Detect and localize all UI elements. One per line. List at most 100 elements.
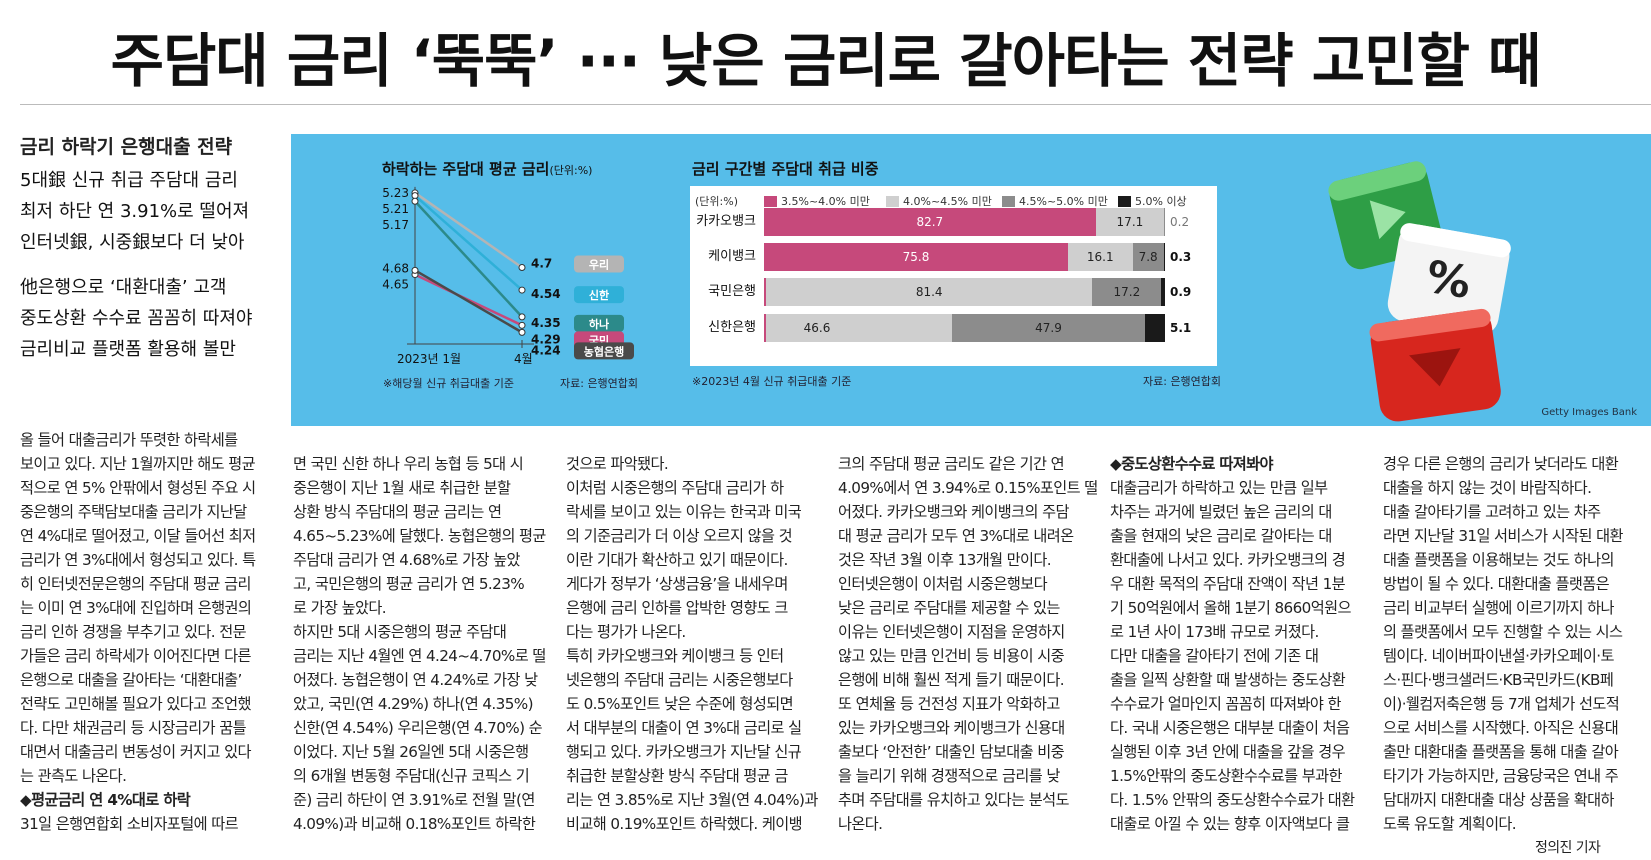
bar-chart-source: 자료: 은행연합회: [1143, 375, 1222, 388]
series-tag: [574, 286, 624, 304]
article-line: 올 들어 대출금리가 뚜렷한 하락세를: [20, 431, 238, 449]
article-line: 우 대환 목적의 주담대 잔액이 작년 1분: [1110, 575, 1346, 593]
article-line: 특히 카카오뱅크와 케이뱅크 등 인터: [566, 647, 784, 665]
article-line: 고, 국민은행의 평균 금리가 연 5.23%: [293, 575, 525, 593]
article-line: 도 0.5%포인트 낮은 수준에 형성되면: [566, 695, 794, 713]
red-down-die: [1369, 308, 1501, 422]
article-line: 로 가장 높았다.: [293, 599, 387, 617]
article-line: 1.5%안팎의 중도상환수수료를 부과한: [1110, 767, 1342, 785]
subhead-line: 중도상환 수수료 꼼꼼히 따져야: [20, 308, 253, 329]
legend-swatch: [886, 195, 899, 207]
data-point: [518, 313, 526, 321]
bar-segment: [766, 278, 1093, 306]
article-line: 이었다. 지난 5월 26일엔 5대 시중은행: [293, 743, 529, 761]
article-line: 차주는 과거에 빌렸던 높은 금리의 대: [1110, 503, 1332, 521]
right-value-label: 4.29: [531, 332, 561, 346]
headline: 주담대 금리 ‘뚝뚝’ ··· 낮은 금리로 갈아타는 전략 고민할 때: [110, 27, 1542, 95]
article-line: 비교해 0.19%포인트 하락했다. 케이뱅: [566, 815, 803, 833]
article-line: 경우 다른 은행의 금리가 낮더라도 대환: [1383, 455, 1619, 473]
article-line: 도록 유도할 계획이다.: [1383, 815, 1517, 833]
article-line: 의 기준금리가 더 이상 오르지 않을 것: [566, 527, 793, 545]
article-line: 게다가 정부가 ‘상생금융’을 내세우며: [566, 575, 788, 593]
article-line: 대면서 대출금리 변동성이 커지고 있다: [20, 743, 251, 761]
subhead-line: 최저 하단 연 3.91%로 떨어져: [20, 201, 250, 222]
article-line: 신한(연 4.54%) 우리은행(연 4.70%) 순: [293, 719, 543, 737]
series-line: [414, 200, 523, 318]
subheads: 금리 하락기 은행대출 전략 5대銀 신규 취급 주담대 금리 최저 하단 연 …: [20, 132, 270, 365]
left-value-label: 4.65: [382, 277, 409, 291]
bar-segment: [764, 314, 766, 342]
bank-label: 신한은행: [708, 320, 756, 335]
subhead-line: 5대銀 신규 취급 주담대 금리: [20, 170, 238, 191]
bar-value-label: 82.7: [916, 215, 944, 229]
series-line: [414, 194, 523, 292]
section-heading: ◆평균금리 연 4%대로 하락: [20, 791, 191, 809]
bar-segment: [1163, 243, 1165, 271]
article-line: 다. 1.5% 안팎의 중도상환수수료가 대환: [1110, 791, 1355, 809]
bar-chart: (단위:%) 3.5%~4.0% 미만 4.0%~4.5% 미만 4.5%~5.…: [690, 186, 1217, 366]
dice-illustration: %: [1328, 161, 1511, 422]
legend-item: 5.0% 이상: [1118, 193, 1187, 209]
article-line: 템이다. 네이버파이낸셜·카카오페이·토: [1383, 647, 1614, 665]
article-line: 았고, 국민(연 4.29%) 하나(연 4.35%): [293, 695, 534, 713]
bar-segment: [764, 243, 1068, 271]
photo-credit: Getty Images Bank: [1541, 407, 1637, 418]
article-line: 넷은행의 주담대 금리는 시중은행보다: [566, 671, 793, 689]
article-line: 은행에 비해 훨씬 적게 들기 때문이다.: [838, 671, 1065, 689]
article-line: 서 대부분의 대출이 연 3%대 금리로 실: [566, 719, 802, 737]
article-line: 않고 있는 만큼 인건비 등 비용이 시중: [838, 647, 1065, 665]
article-line: 금리가 연 3%대에서 형성되고 있다. 특: [20, 551, 256, 569]
data-point: [518, 328, 526, 336]
line-chart-title: 하락하는 주담대 평균 금리(단위:%): [382, 160, 593, 178]
bar-segment: [1164, 208, 1165, 236]
data-point: [411, 192, 419, 200]
bar-chart-note: ※2023년 4월 신규 취급대출 기준: [692, 375, 852, 388]
article-line: 연 4%대로 떨어졌고, 이달 들어선 최저: [20, 527, 256, 545]
bar-value-label: 17.1: [1116, 215, 1144, 229]
right-value-label: 4.54: [531, 287, 561, 301]
article-line: 은행에 금리 인하를 압박한 영향도 크: [566, 599, 788, 617]
article-line: 다는 평가가 나온다.: [566, 623, 686, 641]
article-line: 금리는 지난 4월엔 연 4.24~4.70%로 떨: [293, 647, 546, 665]
article-line: 기 50억원에서 올해 1분기 8660억원으: [1110, 599, 1351, 617]
legend-swatch: [1118, 195, 1131, 207]
bar-segment: [952, 314, 1145, 342]
article-line: 4.65~5.23%에 달했다. 농협은행의 평균: [293, 527, 546, 545]
article-line: 이유는 인터넷은행이 지점을 운영하지: [838, 623, 1065, 641]
article-line: 대출 플랫폼을 이용해보는 것도 하나의: [1383, 551, 1614, 569]
article-line: 다. 다만 채권금리 등 시장금리가 꿈틀: [20, 719, 247, 737]
bar-segment: [1144, 314, 1165, 342]
bar-value-label: 75.8: [902, 250, 930, 264]
article-line: 출보다 ‘안전한’ 대출인 담보대출 비중: [838, 743, 1065, 761]
bank-label: 카카오뱅크: [696, 214, 756, 229]
headline-divider: [20, 104, 1651, 105]
bar-row: 국민은행0.581.417.20.9: [690, 278, 1217, 306]
bar-row: 카카오뱅크 82.7 17.1 0.2: [690, 208, 1217, 236]
percent-die: %: [1387, 223, 1511, 335]
article-column: 경우 다른 은행의 금리가 낮더라도 대환 대출을 하지 않는 것이 바람직하다.…: [1383, 452, 1635, 836]
bar-chart-unit: (단위:%): [695, 195, 738, 208]
bar-chart-title: 금리 구간별 주담대 취급 비중: [692, 160, 879, 178]
series-line: [414, 191, 523, 269]
article-line: 전략도 고민해볼 필요가 있다고 조언했: [20, 695, 251, 713]
article-line: 환대출에 나서고 있다. 카카오뱅크의 경: [1110, 551, 1346, 569]
article-line: 다만 대출을 갈아타기 전에 기존 대: [1110, 647, 1319, 665]
article-line: 스·핀다·뱅크샐러드·KB국민카드(KB페: [1383, 671, 1614, 689]
article-line: 을 늘리기 위해 경쟁적으로 금리를 낮: [838, 767, 1060, 785]
series-tag: [574, 255, 624, 273]
x-tick-label: 2023년 1월: [397, 352, 461, 366]
article-line: 실행된 이후 3년 안에 대출을 갚을 경우: [1110, 743, 1346, 761]
left-value-label: 5.17: [382, 218, 409, 232]
article-line: 준) 금리 하단이 연 3.91%로 전월 말(연: [293, 791, 535, 809]
subhead-line: 他은행으로 ‘대환대출’ 고객: [20, 277, 227, 298]
article-line: 행되고 있다. 카카오뱅크가 지난달 신규: [566, 743, 802, 761]
bar-row: 케이뱅크 75.8 16.1 7.8 0.3: [690, 243, 1217, 271]
article-line: 있는 카카오뱅크와 케이뱅크가 신용대: [838, 719, 1065, 737]
bar-value-label: 47.9: [1035, 321, 1062, 335]
article-line: 낮은 금리로 주담대를 제공할 수 있는: [838, 599, 1060, 617]
article-line: 추며 주담대를 유치하고 있다는 분석도: [838, 791, 1069, 809]
subhead-line: 인터넷銀, 시중銀보다 더 낮아: [20, 232, 245, 253]
article-column: 것으로 파악됐다. 이처럼 시중은행의 주담대 금리가 하 락세를 보이고 있는 이…: [566, 452, 818, 836]
bar-value-label: 46.6: [803, 321, 831, 335]
right-value-label: 4.24: [531, 343, 561, 357]
